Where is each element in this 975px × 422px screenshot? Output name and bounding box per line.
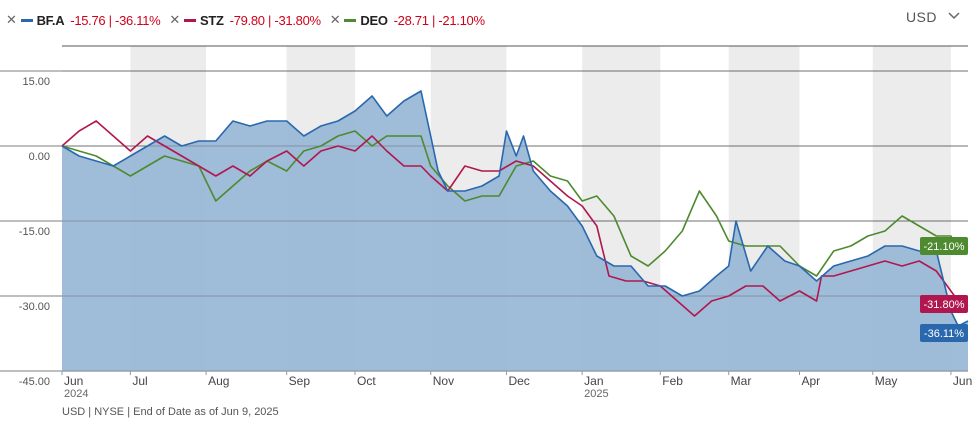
legend-item-bfa: ✕ BF.A -15.76 | -36.11% <box>6 12 161 28</box>
deo-swatch <box>344 18 357 22</box>
x-tick-label: Sep <box>289 374 311 388</box>
x-tick-label: Oct <box>357 374 376 388</box>
x-tick-label: Aug <box>208 374 229 388</box>
deo-end-label: -21.10% <box>924 241 965 253</box>
x-year-label: 2024 <box>64 388 88 400</box>
chevron-down-icon[interactable] <box>947 11 961 21</box>
bfa-end-badge <box>920 324 968 342</box>
stz-end-badge <box>920 295 968 313</box>
y-tick-label: -30.00 <box>19 301 50 313</box>
x-tick-label: May <box>875 374 898 388</box>
deo-end-badge <box>920 237 968 255</box>
stz-ticker: STZ <box>200 12 224 28</box>
stz-end-label: -31.80% <box>924 299 965 311</box>
bfa-line <box>61 90 969 327</box>
price-chart: 15.00 0.00 -15.00 -30.00 -45.00 -36.11% -31.80… <box>0 45 972 400</box>
x-tick-label: Jun <box>953 374 972 388</box>
x-tick-label: Mar <box>731 374 752 388</box>
x-tick-label: Jul <box>132 374 147 388</box>
x-tick-label: Dec <box>508 374 529 388</box>
legend-item-deo: ✕ DEO -28.71 | -21.10% <box>330 12 485 28</box>
footer-note: USD | NYSE | End of Date as of Jun 9, 20… <box>62 406 279 418</box>
x-tick-label: Feb <box>662 374 683 388</box>
remove-deo-icon[interactable]: ✕ <box>329 12 341 27</box>
x-tick-label: Apr <box>801 374 820 388</box>
y-tick-label: -15.00 <box>19 226 50 238</box>
remove-stz-icon[interactable]: ✕ <box>169 12 181 27</box>
y-tick-label: 0.00 <box>29 151 50 163</box>
stz-line <box>61 120 969 317</box>
stz-swatch <box>184 18 197 22</box>
legend: ✕ BF.A -15.76 | -36.11% ✕ STZ -79.80 | -… <box>6 9 494 31</box>
bfa-area <box>62 91 968 371</box>
y-tick-label: 15.00 <box>22 76 50 88</box>
x-tick-label: Jun <box>64 374 83 388</box>
legend-item-stz: ✕ STZ -79.80 | -31.80% <box>169 12 321 28</box>
remove-bfa-icon[interactable]: ✕ <box>6 12 17 27</box>
currency-selector[interactable]: USD <box>905 9 937 25</box>
bfa-end-label: -36.11% <box>924 328 964 340</box>
stz-stats: -79.80 | -31.80% <box>229 12 321 28</box>
x-year-label: 2025 <box>584 388 608 400</box>
bfa-ticker: BF.A <box>36 12 65 28</box>
x-tick-label: Nov <box>433 374 454 388</box>
deo-stats: -28.71 | -21.10% <box>393 12 485 28</box>
x-tick-label: Jan <box>584 374 603 388</box>
deo-ticker: DEO <box>360 12 388 28</box>
y-tick-label: -45.00 <box>19 376 50 388</box>
bfa-stats: -15.76 | -36.11% <box>70 12 161 28</box>
bfa-swatch <box>20 18 33 22</box>
